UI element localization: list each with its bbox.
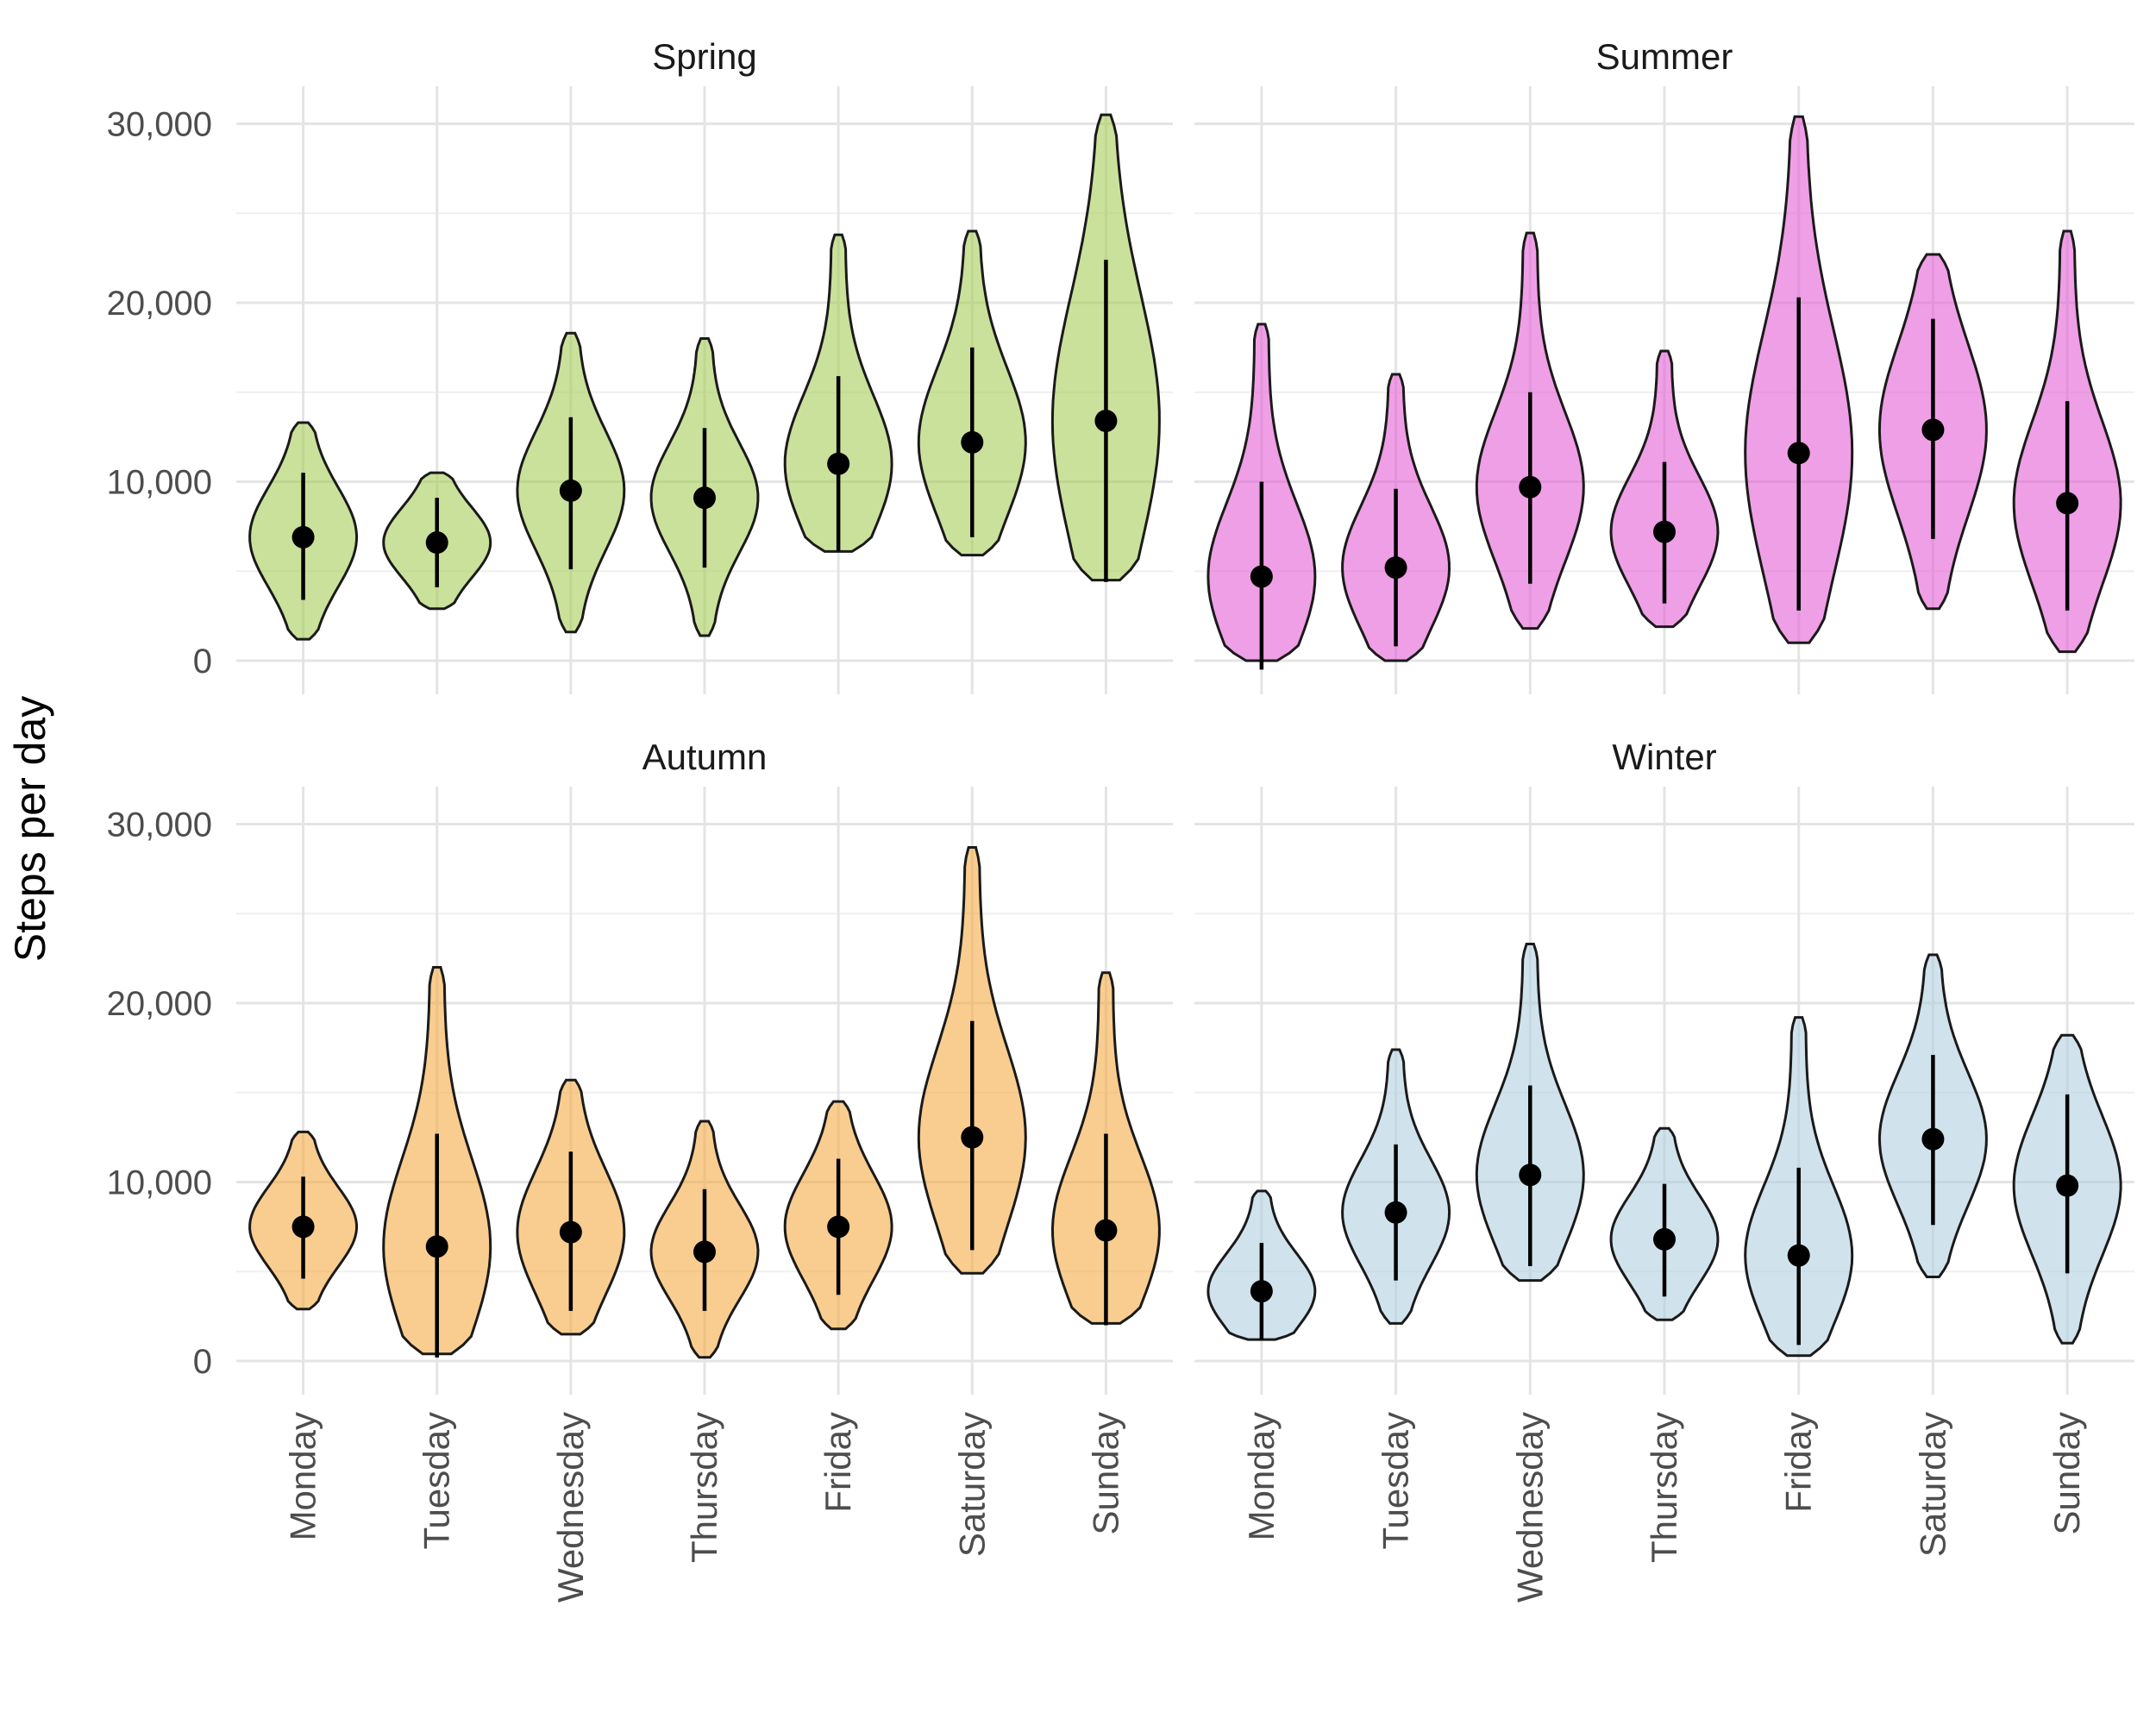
- violin-spring-saturday: [917, 229, 1027, 557]
- violin-summer-friday: [1744, 115, 1854, 644]
- x-tick-label: Saturday: [1912, 1412, 1952, 1557]
- x-tick-label: Thursday: [684, 1412, 724, 1563]
- x-tick-label: Friday: [818, 1412, 858, 1513]
- median-point: [1384, 556, 1407, 580]
- x-tick-label: Tuesday: [417, 1412, 457, 1550]
- violin-winter-wednesday: [1475, 943, 1585, 1283]
- violin-winter-sunday: [2012, 1033, 2122, 1345]
- violin-summer-wednesday: [1475, 231, 1585, 630]
- median-point: [291, 525, 315, 549]
- median-point: [1787, 1244, 1810, 1267]
- violin-autumn-tuesday: [382, 966, 492, 1358]
- median-point: [425, 531, 448, 555]
- facet-title-spring: Spring: [652, 36, 756, 77]
- median-point: [693, 486, 716, 510]
- violin-spring-thursday: [649, 337, 760, 637]
- violin-spring-monday: [248, 421, 359, 641]
- violin-autumn-friday: [783, 1100, 893, 1331]
- y-tick-label: 30,000: [107, 106, 212, 144]
- y-tick-label: 20,000: [107, 985, 212, 1023]
- violin-autumn-sunday: [1050, 971, 1161, 1326]
- x-tick-label: Wednesday: [1509, 1412, 1550, 1603]
- violin-summer-monday: [1206, 323, 1317, 670]
- median-point: [1653, 1227, 1676, 1251]
- median-point: [961, 1126, 984, 1149]
- violin-winter-tuesday: [1341, 1048, 1451, 1325]
- median-point: [291, 1215, 315, 1239]
- y-tick-label: 0: [193, 1343, 212, 1381]
- panel-winter: Winter: [1194, 737, 2134, 1395]
- violin-spring-wednesday: [516, 331, 626, 634]
- x-tick-label: Saturday: [951, 1412, 992, 1557]
- violin-spring-tuesday: [382, 471, 492, 611]
- median-point: [1653, 520, 1676, 543]
- median-point: [1787, 442, 1810, 465]
- y-tick-label: 20,000: [107, 285, 212, 323]
- median-point: [2056, 492, 2079, 515]
- median-point: [827, 452, 850, 475]
- panel-spring: Spring 0 10,000 20,000 30,000: [107, 36, 1173, 694]
- facet-title-autumn: Autumn: [642, 737, 768, 777]
- median-point: [559, 1220, 582, 1244]
- median-point: [1921, 418, 1945, 442]
- median-point: [1094, 1219, 1118, 1242]
- violin-autumn-wednesday: [516, 1078, 626, 1336]
- violin-summer-sunday: [2012, 229, 2122, 654]
- violin-autumn-saturday: [917, 846, 1027, 1275]
- median-point: [1250, 565, 1273, 588]
- panel-summer: Summer: [1194, 36, 2134, 694]
- x-tick-label: Monday: [283, 1412, 323, 1540]
- facet-title-winter: Winter: [1612, 737, 1716, 777]
- median-point: [693, 1240, 716, 1264]
- x-tick-label: Sunday: [1085, 1412, 1125, 1534]
- median-point: [827, 1215, 850, 1239]
- violin-winter-monday: [1206, 1189, 1317, 1341]
- violin-summer-tuesday: [1341, 373, 1451, 662]
- violin-winter-thursday: [1609, 1126, 1720, 1321]
- x-tick-label: Wednesday: [550, 1412, 591, 1603]
- median-point: [425, 1235, 448, 1258]
- median-point: [1384, 1201, 1407, 1224]
- violin-autumn-monday: [248, 1130, 358, 1311]
- median-point: [1519, 1164, 1542, 1187]
- violin-summer-saturday: [1877, 253, 1988, 611]
- violin-winter-friday: [1744, 1016, 1854, 1358]
- median-point: [1519, 475, 1542, 499]
- y-tick-label: 10,000: [107, 1164, 212, 1202]
- y-axis-title: Steps per day: [6, 696, 54, 963]
- violin-autumn-thursday: [649, 1120, 760, 1359]
- facet-title-summer: Summer: [1596, 36, 1733, 77]
- x-axis-ticks: Monday Tuesday Wednesday Thursday Friday Satu…: [283, 1412, 2088, 1603]
- median-point: [2056, 1174, 2079, 1197]
- median-point: [559, 479, 582, 502]
- panels: Spring 0 10,000 20,000 30,000 Summer Autumn 0 10…: [107, 36, 2134, 1395]
- x-tick-label: Thursday: [1644, 1412, 1684, 1563]
- y-tick-label: 0: [193, 643, 212, 681]
- panel-autumn: Autumn 0 10,000 20,000 30,000: [107, 737, 1173, 1395]
- x-tick-label: Tuesday: [1376, 1412, 1416, 1550]
- violin-summer-thursday: [1609, 349, 1720, 629]
- x-tick-label: Sunday: [2046, 1412, 2087, 1534]
- median-point: [1094, 409, 1118, 432]
- violin-winter-saturday: [1877, 953, 1988, 1278]
- y-tick-label: 30,000: [107, 806, 212, 844]
- x-tick-label: Monday: [1241, 1412, 1282, 1540]
- violin-spring-friday: [783, 233, 893, 553]
- y-tick-label: 10,000: [107, 464, 212, 502]
- x-tick-label: Friday: [1778, 1412, 1819, 1513]
- median-point: [961, 430, 984, 454]
- median-point: [1250, 1280, 1273, 1303]
- violin-spring-sunday: [1050, 113, 1161, 582]
- median-point: [1921, 1127, 1945, 1151]
